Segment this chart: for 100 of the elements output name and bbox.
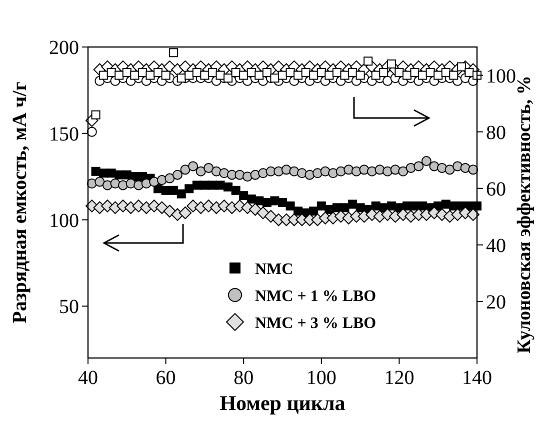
point — [309, 70, 318, 80]
point — [154, 68, 163, 77]
point — [460, 162, 470, 173]
point — [286, 68, 295, 77]
point — [86, 126, 97, 137]
point — [122, 68, 132, 77]
point — [301, 68, 310, 77]
point — [294, 70, 303, 80]
point — [242, 172, 252, 182]
point — [94, 176, 105, 187]
point — [356, 70, 365, 80]
y2-tick-label: 20 — [486, 291, 506, 314]
y2-tick-label: 80 — [486, 122, 506, 144]
point — [414, 161, 424, 172]
point — [231, 186, 240, 195]
legend-label: NMC + 1 % LBO — [255, 288, 376, 305]
point — [441, 68, 450, 77]
point — [418, 70, 428, 80]
point — [286, 201, 295, 210]
point — [312, 168, 323, 178]
legend-label: NMC — [255, 261, 294, 278]
x-tick-label: 40 — [78, 367, 98, 389]
point — [231, 68, 240, 77]
point — [224, 74, 233, 83]
point — [164, 173, 175, 184]
point — [366, 166, 377, 176]
y2-axis-title: Кулоновская эффективность, % — [514, 76, 535, 354]
y-tick-label: 200 — [49, 37, 79, 59]
point — [176, 189, 186, 198]
point — [264, 210, 278, 223]
point — [239, 70, 248, 80]
point — [332, 68, 342, 77]
point — [386, 59, 396, 68]
point — [449, 70, 458, 80]
point — [180, 164, 190, 175]
point — [106, 68, 116, 77]
point — [340, 70, 350, 80]
point — [169, 48, 178, 58]
point — [204, 162, 214, 173]
point — [192, 68, 202, 77]
point — [188, 161, 198, 172]
point — [436, 162, 447, 173]
x-axis-title: Номер цикла — [220, 391, 346, 415]
point — [316, 201, 326, 210]
point — [270, 74, 280, 83]
y2-tick-label: 40 — [486, 234, 506, 257]
point — [256, 206, 270, 220]
point — [324, 70, 334, 80]
point — [426, 68, 435, 77]
point — [364, 56, 373, 66]
x-tick-label: 100 — [306, 367, 336, 389]
point — [138, 68, 147, 77]
point — [161, 70, 170, 80]
point — [406, 162, 416, 173]
point — [434, 70, 443, 80]
point — [371, 70, 380, 80]
point — [211, 166, 222, 176]
point — [281, 164, 292, 175]
point — [382, 166, 393, 176]
y-tick-label: 150 — [49, 123, 79, 146]
point — [156, 175, 167, 186]
y-tick-label: 100 — [49, 210, 79, 232]
point — [200, 70, 210, 80]
x-tick-label: 80 — [234, 367, 254, 389]
point — [421, 156, 432, 166]
point — [468, 164, 478, 175]
point — [184, 184, 194, 194]
point — [172, 170, 182, 180]
y2-tick-label: 100 — [486, 65, 516, 88]
point — [91, 110, 100, 120]
point — [444, 164, 455, 175]
y2-tick-label: 60 — [486, 178, 506, 200]
x-tick-label: 120 — [384, 367, 414, 389]
point — [130, 70, 140, 80]
point — [394, 68, 404, 77]
point — [316, 68, 326, 77]
point — [410, 68, 420, 77]
point — [208, 68, 217, 77]
point — [348, 68, 358, 77]
point — [398, 166, 408, 176]
point — [163, 204, 176, 218]
point — [402, 70, 412, 80]
point — [184, 70, 194, 80]
y-tick-label: 50 — [59, 296, 79, 318]
legend-label: NMC + 3 % LBO — [255, 315, 376, 332]
point — [466, 208, 480, 221]
point — [262, 68, 272, 77]
point — [196, 166, 206, 176]
x-tick-label: 60 — [156, 367, 176, 389]
point — [456, 62, 466, 72]
point — [99, 70, 108, 80]
point — [464, 68, 474, 77]
point — [246, 68, 256, 77]
point — [114, 70, 124, 80]
point — [239, 191, 248, 200]
point — [278, 70, 287, 80]
y-axis-title: Разрядная емкость, мА ч/г — [9, 82, 31, 324]
x-tick-label: 140 — [462, 367, 492, 389]
point — [178, 206, 192, 220]
point — [254, 70, 264, 80]
